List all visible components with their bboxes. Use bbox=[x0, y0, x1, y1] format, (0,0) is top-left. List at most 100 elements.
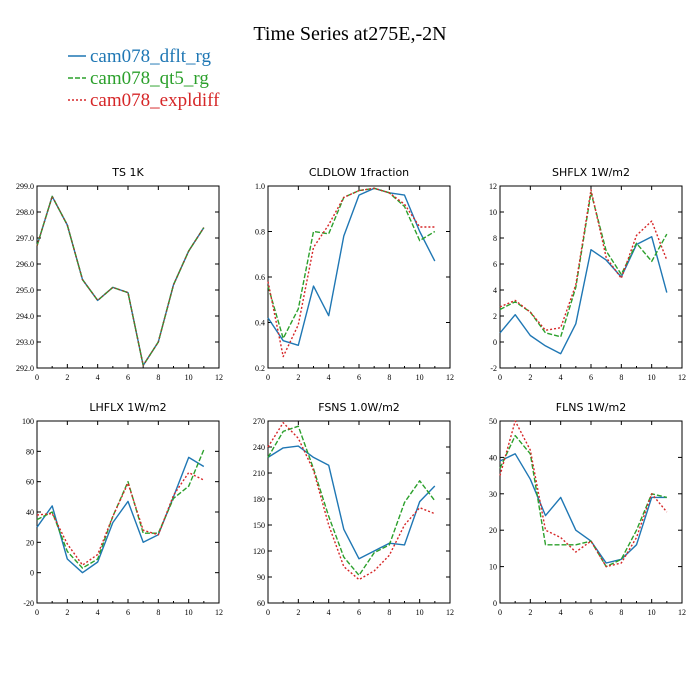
y-tick-label: 120 bbox=[253, 547, 265, 556]
y-tick-label: 298.0 bbox=[16, 208, 34, 217]
series-line bbox=[267, 445, 436, 560]
series-line bbox=[36, 471, 205, 566]
x-tick-label: 6 bbox=[126, 373, 130, 382]
y-tick-label: 12 bbox=[489, 182, 497, 191]
legend-label: cam078_qt5_rg bbox=[90, 68, 209, 89]
x-tick-label: 12 bbox=[215, 373, 223, 382]
x-tick-label: 2 bbox=[528, 608, 532, 617]
x-tick-label: 12 bbox=[215, 608, 223, 617]
plot-frame bbox=[267, 420, 451, 604]
y-tick-label: 60 bbox=[26, 478, 34, 487]
y-tick-label: 0.2 bbox=[255, 364, 265, 373]
y-tick-label: 0 bbox=[493, 599, 497, 608]
series-line bbox=[267, 422, 436, 581]
y-tick-label: 210 bbox=[253, 469, 265, 478]
x-tick-label: 4 bbox=[96, 373, 100, 382]
chart-panel: TS 1K 0 2 4 6 8 10 12 292.0 293.0 294.0 295.0 296.0 2… bbox=[16, 166, 223, 382]
y-tick-label: 20 bbox=[489, 526, 497, 535]
x-tick-label: 6 bbox=[126, 608, 130, 617]
y-tick-label: 299.0 bbox=[16, 182, 34, 191]
series-line bbox=[499, 453, 667, 564]
y-tick-label: 240 bbox=[253, 443, 265, 452]
y-tick-label: 90 bbox=[257, 573, 265, 582]
panel-title: FSNS 1.0W/m2 bbox=[318, 401, 400, 414]
panel-title: TS 1K bbox=[111, 166, 144, 179]
series-line bbox=[267, 187, 436, 340]
y-tick-label: 294.0 bbox=[16, 312, 34, 321]
chart-panel: CLDLOW 1fraction 0 2 4 6 8 10 12 0.2 0.4 0.6 0.8 1.0 bbox=[255, 166, 454, 382]
y-tick-label: 0 bbox=[30, 569, 34, 578]
y-tick-label: 2 bbox=[493, 312, 497, 321]
panel-title: FLNS 1W/m2 bbox=[556, 401, 626, 414]
x-tick-label: 4 bbox=[559, 608, 563, 617]
x-tick-label: 2 bbox=[65, 373, 69, 382]
x-tick-label: 2 bbox=[528, 373, 532, 382]
y-tick-label: 0.6 bbox=[255, 273, 265, 282]
y-tick-label: 0.4 bbox=[255, 319, 265, 328]
x-tick-label: 4 bbox=[327, 373, 331, 382]
x-tick-label: 2 bbox=[65, 608, 69, 617]
x-tick-label: 0 bbox=[35, 608, 39, 617]
series-line bbox=[36, 195, 205, 367]
series-line bbox=[36, 195, 205, 367]
y-tick-label: 6 bbox=[493, 260, 497, 269]
y-tick-label: 296.0 bbox=[16, 260, 34, 269]
y-tick-label: 20 bbox=[26, 538, 34, 547]
y-tick-label: 30 bbox=[489, 490, 497, 499]
y-tick-label: 50 bbox=[489, 417, 497, 426]
x-tick-label: 12 bbox=[678, 373, 686, 382]
y-tick-label: 297.0 bbox=[16, 234, 34, 243]
x-tick-label: 6 bbox=[357, 608, 361, 617]
x-tick-label: 0 bbox=[35, 373, 39, 382]
y-tick-label: 10 bbox=[489, 563, 497, 572]
x-tick-label: 4 bbox=[327, 608, 331, 617]
chart-panel: FLNS 1W/m2 0 2 4 6 8 10 12 0 10 20 30 40 50 bbox=[489, 401, 686, 617]
x-tick-label: 4 bbox=[96, 608, 100, 617]
plot-frame bbox=[36, 420, 220, 604]
y-tick-label: 10 bbox=[489, 208, 497, 217]
panels: TS 1K 0 2 4 6 8 10 12 292.0 293.0 294.0 295.0 296.0 2… bbox=[16, 166, 686, 617]
x-tick-label: 8 bbox=[156, 608, 160, 617]
y-tick-label: 100 bbox=[22, 417, 34, 426]
y-tick-label: 40 bbox=[26, 508, 34, 517]
panel-title: LHFLX 1W/m2 bbox=[89, 401, 166, 414]
x-tick-label: 0 bbox=[266, 608, 270, 617]
x-tick-label: 10 bbox=[185, 373, 193, 382]
series-line bbox=[499, 434, 667, 568]
plot-frame bbox=[499, 420, 683, 604]
legend-entry: cam078_dflt_rg bbox=[68, 46, 212, 67]
legend: cam078_dflt_rgcam078_qt5_rgcam078_expldi… bbox=[68, 46, 220, 111]
y-tick-label: 4 bbox=[493, 286, 497, 295]
x-tick-label: 10 bbox=[416, 373, 424, 382]
x-tick-label: 2 bbox=[296, 608, 300, 617]
x-tick-label: 10 bbox=[185, 608, 193, 617]
legend-label: cam078_dflt_rg bbox=[90, 46, 212, 67]
x-tick-label: 2 bbox=[296, 373, 300, 382]
y-tick-label: 270 bbox=[253, 417, 265, 426]
figure-title: Time Series at275E,-2N bbox=[253, 23, 446, 45]
x-tick-label: 12 bbox=[446, 608, 454, 617]
x-tick-label: 8 bbox=[156, 373, 160, 382]
panel-title: CLDLOW 1fraction bbox=[309, 166, 409, 179]
x-tick-label: 6 bbox=[357, 373, 361, 382]
y-tick-label: 295.0 bbox=[16, 286, 34, 295]
y-tick-label: 40 bbox=[489, 453, 497, 462]
series-line bbox=[36, 195, 205, 367]
y-tick-label: 150 bbox=[253, 521, 265, 530]
x-tick-label: 8 bbox=[619, 373, 623, 382]
y-tick-label: -2 bbox=[490, 364, 497, 373]
x-tick-label: 6 bbox=[589, 373, 593, 382]
y-tick-label: -20 bbox=[23, 599, 34, 608]
chart-panel: FSNS 1.0W/m2 0 2 4 6 8 10 12 60 90 120 150 180 210 240… bbox=[253, 401, 454, 617]
series-line bbox=[36, 449, 205, 569]
x-tick-label: 12 bbox=[446, 373, 454, 382]
y-tick-label: 180 bbox=[253, 495, 265, 504]
x-tick-label: 8 bbox=[387, 373, 391, 382]
legend-entry: cam078_qt5_rg bbox=[68, 68, 209, 89]
x-tick-label: 0 bbox=[266, 373, 270, 382]
x-tick-label: 12 bbox=[678, 608, 686, 617]
y-tick-label: 0 bbox=[493, 338, 497, 347]
